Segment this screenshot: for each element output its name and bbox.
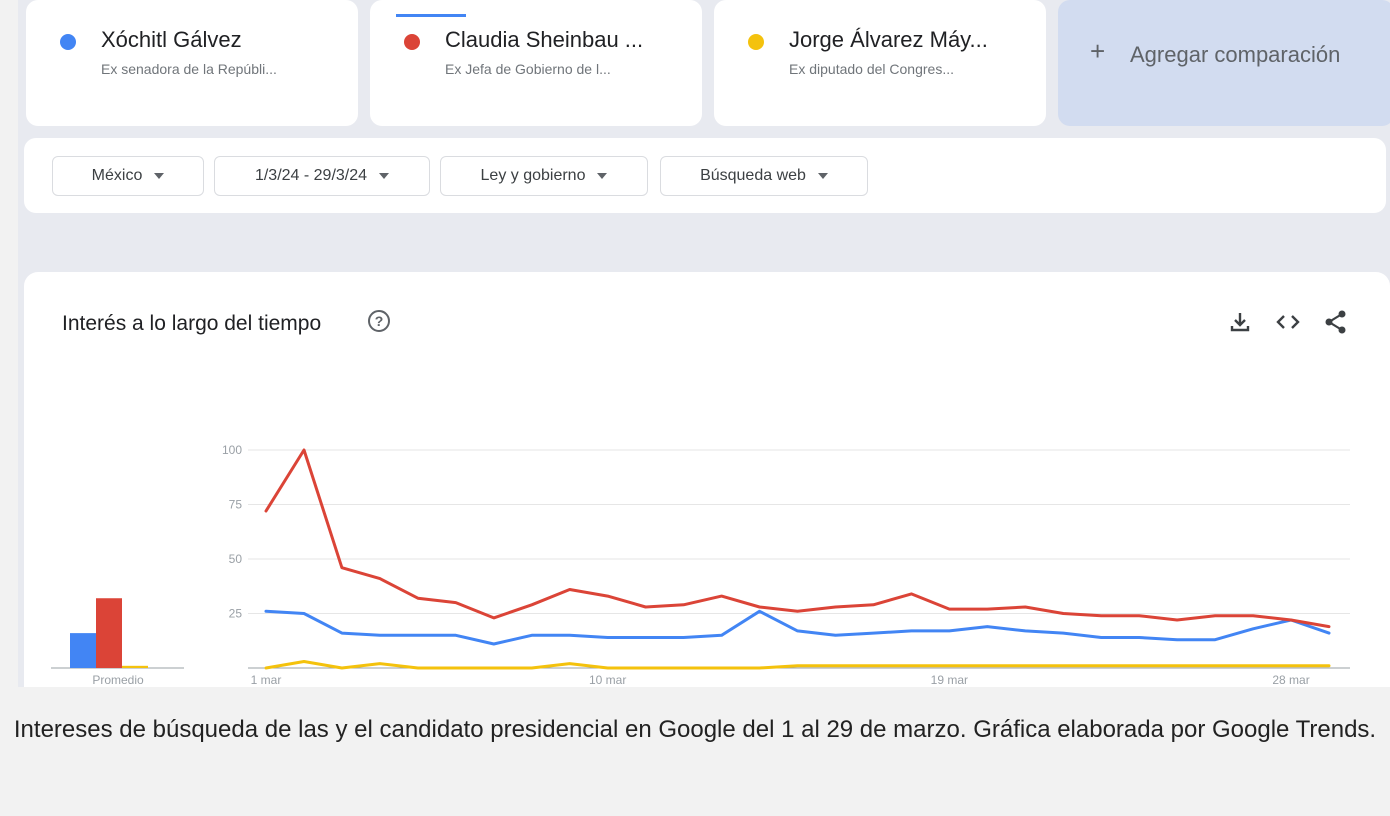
comparison-card-claudia[interactable]: Claudia Sheinbau ... Ex Jefa de Gobierno… (370, 0, 702, 126)
comparison-term-name: Xóchitl Gálvez (101, 27, 242, 52)
x-tick-label: 10 mar (589, 673, 626, 687)
chevron-down-icon (817, 173, 828, 179)
y-tick-label: 100 (222, 443, 242, 457)
search-type-label: Búsqueda web (700, 167, 806, 184)
series-color-dot (60, 34, 76, 50)
download-icon[interactable] (1226, 308, 1254, 336)
region-dropdown[interactable]: México (52, 156, 204, 196)
embed-code-icon[interactable] (1274, 308, 1302, 336)
series-color-dot (748, 34, 764, 50)
share-icon[interactable] (1322, 308, 1350, 336)
date-range-dropdown[interactable]: 1/3/24 - 29/3/24 (214, 156, 430, 196)
y-tick-label: 50 (229, 552, 243, 566)
figure-caption: Intereses de búsqueda de las y el candid… (13, 716, 1377, 743)
add-comparison-button[interactable]: + Agregar comparación (1058, 0, 1390, 126)
category-label: Ley y gobierno (480, 167, 586, 184)
x-tick-label: 1 mar (251, 673, 282, 687)
search-type-dropdown[interactable]: Búsqueda web (660, 156, 868, 196)
interest-chart: 25 50 75 100 1 mar 10 mar 19 mar 28 mar Promedio (51, 443, 1350, 687)
category-dropdown[interactable]: Ley y gobierno (440, 156, 648, 196)
series-line-3 (264, 660, 1331, 670)
comparison-card-jorge[interactable]: Jorge Álvarez Máy... Ex diputado del Con… (714, 0, 1046, 126)
filter-bar: México 1/3/24 - 29/3/24 Ley y gobierno B… (24, 138, 1386, 213)
x-tick-label: 28 mar (1272, 673, 1309, 687)
average-label: Promedio (92, 673, 144, 687)
average-bar (70, 633, 96, 668)
active-tab-indicator (396, 14, 466, 17)
comparison-term-name: Jorge Álvarez Máy... (789, 27, 988, 52)
help-icon[interactable]: ? (368, 310, 390, 332)
average-bar (122, 665, 148, 668)
average-bar (96, 598, 122, 668)
x-tick-label: 19 mar (931, 673, 968, 687)
chevron-down-icon (597, 173, 608, 179)
series-color-dot (404, 34, 420, 50)
plus-icon: + (1090, 36, 1106, 66)
comparison-term-description: Ex Jefa de Gobierno de l... (445, 61, 611, 77)
chevron-down-icon (154, 173, 165, 179)
series-line-2 (264, 448, 1331, 629)
series-line-1 (264, 609, 1331, 646)
date-range-label: 1/3/24 - 29/3/24 (254, 167, 368, 184)
comparison-card-xochitl[interactable]: Xóchitl Gálvez Ex senadora de la Repúbli… (26, 0, 358, 126)
comparison-term-description: Ex diputado del Congres... (789, 61, 954, 77)
y-tick-label: 75 (229, 498, 243, 512)
region-dropdown-label: México (91, 167, 143, 184)
y-tick-label: 25 (229, 607, 243, 621)
comparison-term-description: Ex senadora de la Repúbli... (101, 61, 277, 77)
trends-screenshot: Xóchitl Gálvez Ex senadora de la Repúbli… (18, 0, 1390, 687)
chevron-down-icon (379, 173, 390, 179)
comparison-term-name: Claudia Sheinbau ... (445, 27, 644, 52)
panel-title: Interés a lo largo del tiempo (62, 312, 322, 335)
add-comparison-label: Agregar comparación (1130, 42, 1341, 67)
